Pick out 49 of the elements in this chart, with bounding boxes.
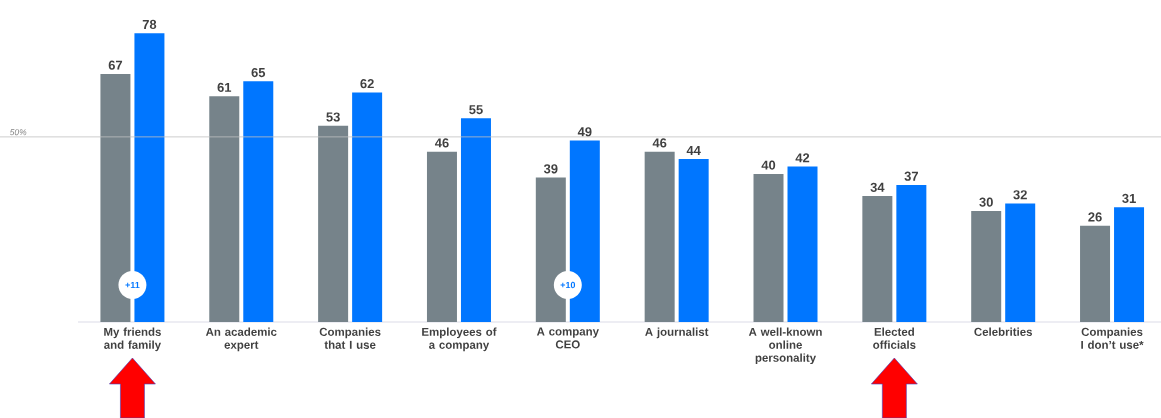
x-tick-label: A company CEO bbox=[536, 327, 599, 349]
bar bbox=[1005, 203, 1036, 322]
x-tick-label: My friends and family bbox=[104, 327, 162, 352]
data-label: 37 bbox=[904, 171, 918, 181]
bar bbox=[1080, 225, 1111, 322]
x-tick-label: Employees of a company bbox=[422, 327, 497, 352]
data-label: 49 bbox=[577, 127, 592, 137]
bar bbox=[896, 185, 927, 322]
bar bbox=[971, 210, 1002, 322]
data-label: 34 bbox=[870, 182, 885, 192]
bar bbox=[1114, 207, 1145, 322]
data-label: 26 bbox=[1088, 212, 1102, 222]
bar bbox=[426, 151, 457, 322]
bar bbox=[678, 159, 709, 322]
annotation: +10 bbox=[560, 281, 576, 289]
bar bbox=[644, 151, 675, 322]
data-label: 40 bbox=[761, 160, 776, 170]
data-label: 46 bbox=[434, 138, 449, 148]
bar bbox=[352, 92, 383, 322]
x-tick-label: A well-known online personality bbox=[748, 327, 822, 365]
annotation: +11 bbox=[125, 281, 140, 289]
x-tick-label: Companies I don’t use* bbox=[1081, 327, 1144, 349]
x-tick-label: Companies that I use bbox=[319, 327, 381, 349]
x-tick-label: An academic expert bbox=[205, 327, 277, 352]
data-label: 62 bbox=[360, 79, 374, 89]
bar bbox=[862, 196, 893, 322]
bar bbox=[209, 96, 240, 322]
bar bbox=[460, 118, 491, 322]
data-label: 42 bbox=[795, 153, 810, 163]
x-tick-label: Celebrities bbox=[974, 327, 1033, 336]
data-label: 44 bbox=[686, 145, 701, 155]
data-label: 78 bbox=[142, 19, 157, 30]
data-label: 65 bbox=[251, 67, 266, 78]
bar bbox=[753, 173, 784, 322]
data-label: 31 bbox=[1122, 193, 1136, 204]
data-label: 46 bbox=[652, 138, 667, 148]
data-label: 55 bbox=[469, 105, 483, 115]
data-label: 53 bbox=[326, 112, 340, 122]
data-label: 67 bbox=[108, 60, 123, 70]
bar bbox=[318, 125, 349, 322]
data-label: 30 bbox=[979, 197, 993, 207]
data-label: 32 bbox=[1013, 190, 1027, 200]
ref-line-label: 50% bbox=[9, 129, 27, 136]
bar bbox=[243, 81, 274, 322]
x-tick-label: A journalist bbox=[645, 327, 709, 339]
x-tick-label: Elected officials bbox=[873, 327, 916, 349]
bar bbox=[787, 166, 818, 322]
data-label: 39 bbox=[543, 164, 558, 174]
data-label: 61 bbox=[217, 82, 232, 92]
